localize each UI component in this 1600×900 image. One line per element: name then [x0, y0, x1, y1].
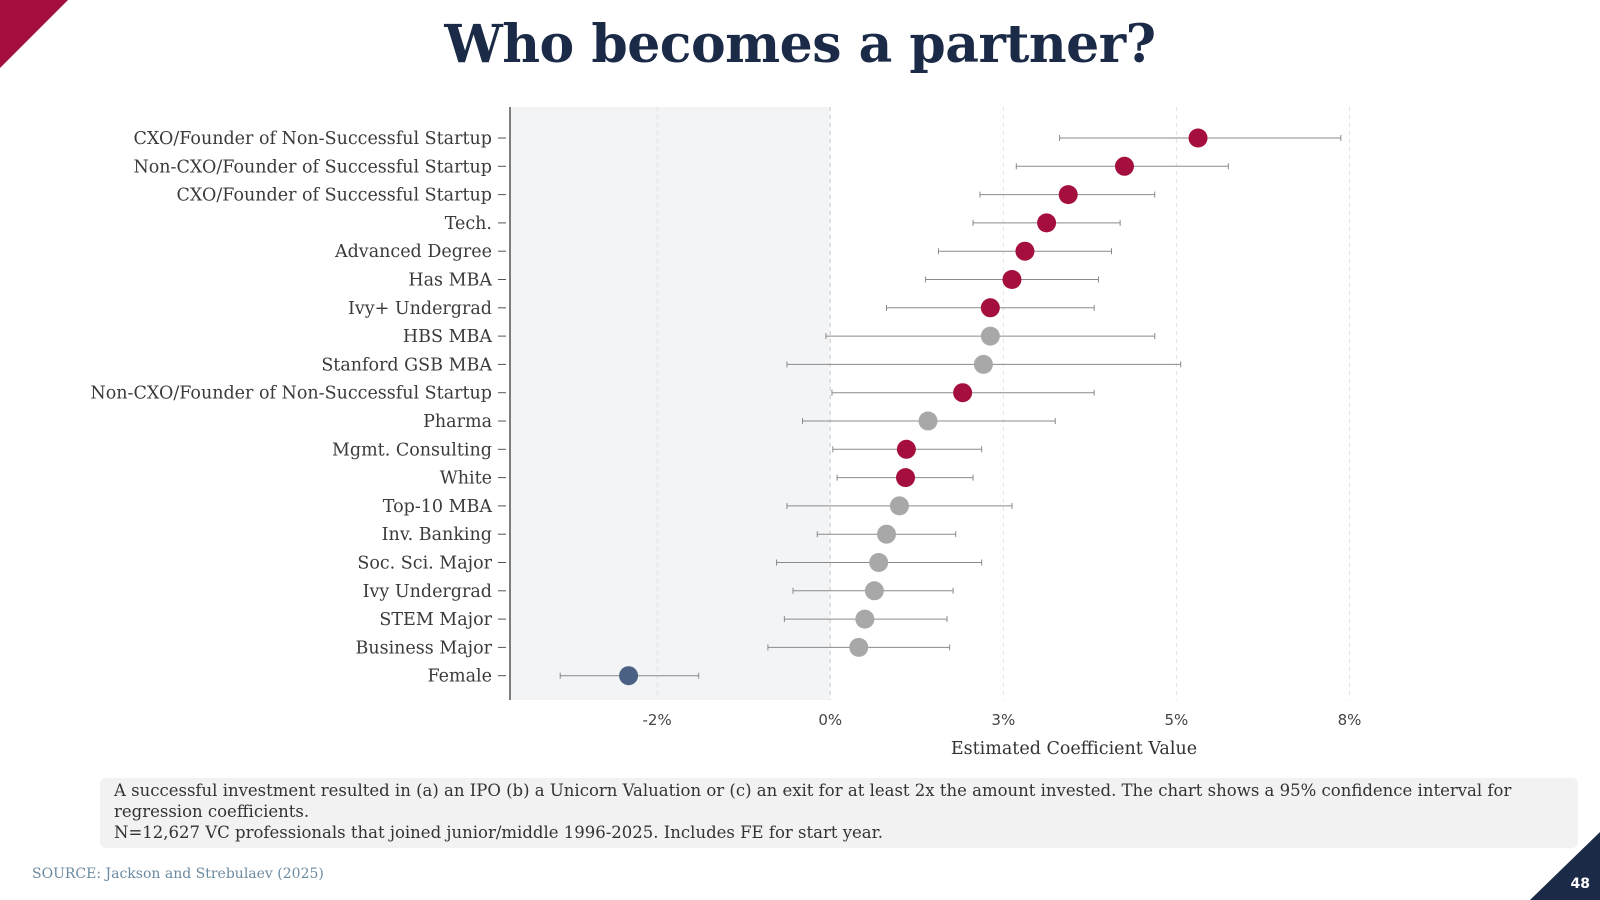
coefficient-point: [980, 298, 1000, 318]
coefficient-point: [918, 411, 938, 431]
page-number: 48: [1570, 876, 1590, 892]
gridlines: [656, 107, 1350, 700]
y-tick-label: Ivy Undergrad: [363, 582, 492, 602]
y-tick-label: Pharma: [423, 412, 492, 432]
coefficient-point: [896, 468, 916, 488]
y-tick-label: Ivy+ Undergrad: [348, 299, 492, 319]
footnote-box: A successful investment resulted in (a) …: [100, 778, 1578, 848]
coefficient-chart: CXO/Founder of Non-Successful Startup Non…: [90, 107, 1362, 759]
y-tick-label: Non-CXO/Founder of Successful Startup: [133, 157, 492, 177]
corner-accent-bottom-right: [1530, 832, 1600, 900]
y-tick-label: Has MBA: [408, 271, 492, 291]
coefficient-point: [896, 439, 916, 459]
footnote-line-2: N=12,627 VC professionals that joined ju…: [114, 823, 883, 842]
y-tick-label: Inv. Banking: [382, 525, 492, 545]
page-title: Who becomes a partner?: [444, 14, 1156, 75]
y-tick-labels: CXO/Founder of Non-Successful Startup Non…: [90, 129, 506, 687]
y-tick-label: Mgmt. Consulting: [332, 440, 492, 460]
x-tick-label: -2%: [643, 711, 672, 729]
negative-region-shading: [510, 107, 831, 700]
source-citation: SOURCE: Jackson and Strebulaev (2025): [32, 866, 324, 882]
y-tick-label: Advanced Degree: [334, 242, 492, 262]
coefficient-point: [1114, 156, 1134, 176]
corner-accent-top-left: [0, 0, 68, 68]
y-tick-label: Soc. Sci. Major: [357, 554, 492, 574]
coefficient-point: [889, 496, 909, 516]
y-tick-label: STEM Major: [379, 610, 492, 630]
y-tick-label: Stanford GSB MBA: [321, 355, 492, 375]
coefficient-point: [973, 354, 993, 374]
y-tick-label: Tech.: [445, 214, 492, 234]
y-tick-label: HBS MBA: [403, 327, 492, 347]
coefficient-point: [849, 637, 869, 657]
x-tick-labels: -2% 0% 3% 5% 8%: [643, 711, 1362, 729]
y-tick-label: Female: [427, 667, 492, 687]
coefficient-point: [1002, 270, 1022, 289]
x-tick-label: 0%: [818, 711, 842, 729]
x-axis-label: Estimated Coefficient Value: [951, 739, 1197, 759]
coefficient-points: [619, 128, 1208, 686]
coefficient-point: [1058, 185, 1078, 205]
coefficient-point: [619, 666, 639, 686]
coefficient-point: [876, 524, 896, 544]
x-tick-label: 5%: [1165, 711, 1189, 729]
x-tick-label: 8%: [1338, 711, 1362, 729]
y-tick-label: Non-CXO/Founder of Non-Successful Startu…: [90, 384, 492, 404]
coefficient-point: [1188, 128, 1208, 148]
y-tick-label: Business Major: [355, 638, 492, 658]
coefficient-point: [855, 609, 875, 629]
y-tick-label: Top-10 MBA: [383, 497, 493, 517]
coefficient-point: [864, 581, 884, 601]
coefficient-point: [953, 383, 973, 403]
x-tick-label: 3%: [991, 711, 1015, 729]
y-tick-label: CXO/Founder of Successful Startup: [176, 186, 492, 206]
coefficient-point: [1015, 241, 1035, 261]
coefficient-point: [1037, 213, 1057, 233]
y-tick-label: White: [440, 469, 492, 489]
coefficient-point: [980, 326, 1000, 346]
coefficient-point: [869, 553, 889, 572]
footnote-line-1: A successful investment resulted in (a) …: [114, 781, 1512, 821]
y-tick-label: CXO/Founder of Non-Successful Startup: [133, 129, 492, 149]
